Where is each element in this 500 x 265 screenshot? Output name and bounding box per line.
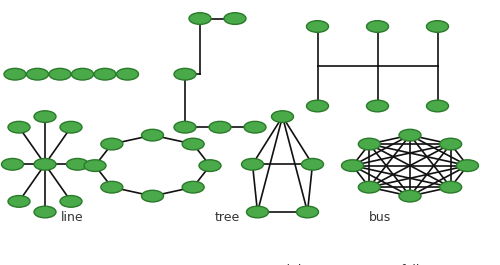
Circle shape — [358, 181, 380, 193]
Circle shape — [426, 100, 448, 112]
Circle shape — [94, 68, 116, 80]
Circle shape — [101, 181, 123, 193]
Circle shape — [440, 138, 462, 150]
Circle shape — [366, 21, 388, 32]
Circle shape — [34, 111, 56, 122]
Circle shape — [174, 68, 196, 80]
Circle shape — [101, 138, 123, 150]
Circle shape — [174, 121, 196, 133]
Circle shape — [72, 68, 94, 80]
Circle shape — [182, 181, 204, 193]
Circle shape — [142, 190, 164, 202]
Circle shape — [358, 138, 380, 150]
Text: line: line — [61, 211, 84, 224]
Circle shape — [246, 206, 268, 218]
Circle shape — [142, 129, 164, 141]
Circle shape — [2, 158, 24, 170]
Circle shape — [306, 21, 328, 32]
Circle shape — [66, 158, 88, 170]
Circle shape — [189, 13, 211, 24]
Circle shape — [426, 21, 448, 32]
Circle shape — [244, 121, 266, 133]
Circle shape — [209, 121, 231, 133]
Circle shape — [34, 158, 56, 170]
Circle shape — [26, 68, 48, 80]
Circle shape — [302, 158, 324, 170]
Circle shape — [456, 160, 478, 171]
Circle shape — [224, 13, 246, 24]
Circle shape — [84, 160, 106, 171]
Text: partial
mesh: partial mesh — [262, 264, 302, 265]
Circle shape — [342, 160, 363, 171]
Circle shape — [242, 158, 264, 170]
Circle shape — [272, 111, 293, 122]
Circle shape — [34, 206, 56, 218]
Circle shape — [60, 121, 82, 133]
Circle shape — [296, 206, 318, 218]
Text: full
mesh: full mesh — [393, 264, 427, 265]
Circle shape — [199, 160, 221, 171]
Circle shape — [182, 138, 204, 150]
Circle shape — [49, 68, 71, 80]
Circle shape — [8, 121, 30, 133]
Circle shape — [366, 100, 388, 112]
Circle shape — [306, 100, 328, 112]
Circle shape — [399, 129, 421, 141]
Circle shape — [4, 68, 26, 80]
Circle shape — [8, 196, 30, 207]
Circle shape — [116, 68, 138, 80]
Circle shape — [60, 196, 82, 207]
Text: tree: tree — [215, 211, 240, 224]
Circle shape — [399, 190, 421, 202]
Text: bus: bus — [369, 211, 391, 224]
Circle shape — [440, 181, 462, 193]
